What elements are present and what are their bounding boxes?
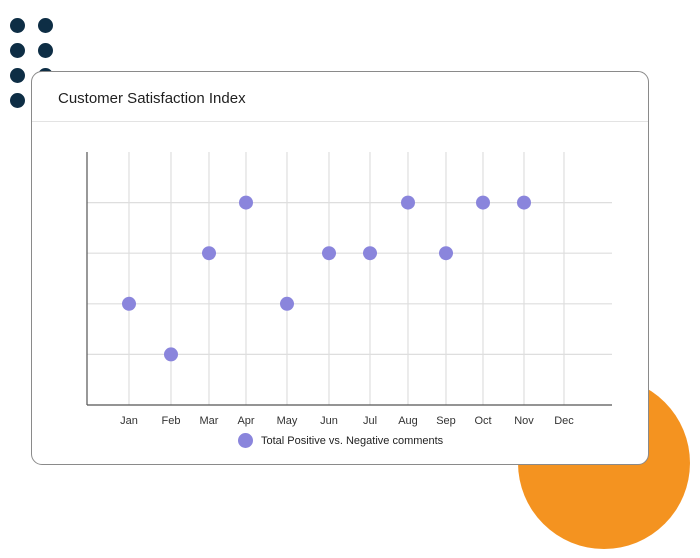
decorative-dot	[10, 68, 25, 83]
grid-layer	[87, 152, 612, 405]
data-point	[122, 296, 136, 311]
x-tick-label: Sep	[436, 415, 456, 427]
data-point	[517, 195, 531, 210]
x-tick-labels: Jan Feb Mar Apr May Jun Jul Aug Sep Oct Nov Dec	[120, 415, 574, 427]
legend-swatch	[238, 433, 253, 448]
x-tick-label: Jun	[320, 415, 338, 427]
axis-layer	[86, 152, 612, 406]
x-tick-label: Dec	[554, 415, 574, 427]
scatter-chart: Jan Feb Mar Apr May Jun Jul Aug Sep Oct Nov Dec	[86, 152, 612, 427]
decorative-dot	[10, 93, 25, 108]
x-tick-label: Aug	[398, 415, 418, 427]
data-point	[476, 195, 490, 210]
data-point	[363, 246, 377, 261]
data-point	[280, 296, 294, 311]
x-tick-label: Feb	[162, 415, 181, 427]
data-points	[122, 195, 531, 362]
x-tick-label: Oct	[474, 415, 491, 427]
chart-card: Customer Satisfaction Index Jan Feb Mar Apr…	[31, 71, 649, 465]
x-tick-label: May	[277, 415, 298, 427]
data-point	[439, 246, 453, 261]
data-point	[164, 347, 178, 362]
x-tick-label: Mar	[200, 415, 219, 427]
legend-label: Total Positive vs. Negative comments	[261, 434, 444, 447]
chart-title: Customer Satisfaction Index	[58, 90, 246, 107]
chart-legend: Total Positive vs. Negative comments	[238, 433, 443, 448]
x-tick-label: Nov	[514, 415, 534, 427]
decorative-dot	[10, 18, 25, 33]
data-point	[322, 246, 336, 261]
card-divider	[32, 121, 648, 122]
data-point	[401, 195, 415, 210]
data-point	[239, 195, 253, 210]
x-tick-label: Jul	[363, 415, 377, 427]
x-tick-label: Jan	[120, 415, 138, 427]
decorative-dot	[38, 18, 53, 33]
decorative-dot	[38, 43, 53, 58]
x-tick-label: Apr	[237, 415, 254, 427]
decorative-dot	[10, 43, 25, 58]
data-point	[202, 246, 216, 261]
